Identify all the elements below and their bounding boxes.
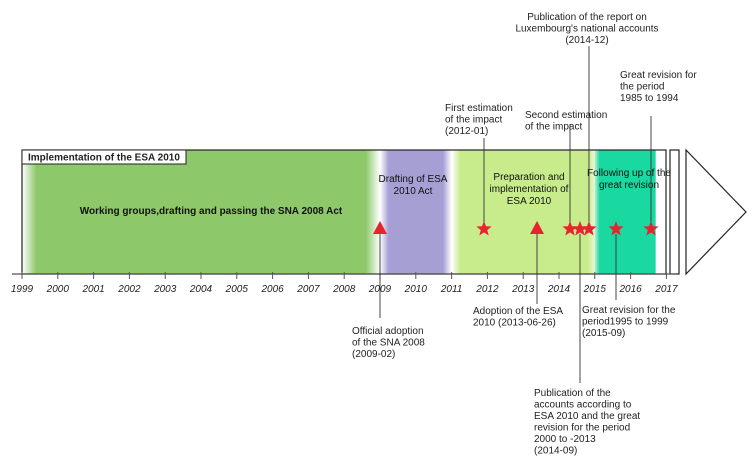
phase-label-preparation: Preparation and implementation of ESA 2010: [490, 172, 569, 207]
phase-label-line: Following up of the: [587, 168, 671, 179]
phase-label-line: Working groups,drafting and passing the …: [80, 206, 343, 217]
annotation-line: Great revision for the: [582, 305, 676, 316]
annotation-first-estimation: First estimation of the impact (2012-01): [445, 103, 513, 137]
diagram-title: Implementation of the ESA 2010: [28, 153, 180, 164]
annotation-line: (2015-09): [582, 328, 625, 339]
title-box: [21, 149, 187, 165]
annotation-great-revision-1985: Great revision for the period 1985 to 1994: [620, 70, 697, 104]
year-label-2016: 2016: [618, 284, 642, 295]
annotation-line: Great revision for: [620, 70, 697, 81]
phase-label-line: Preparation and: [493, 172, 564, 183]
year-label-2000: 2000: [46, 284, 70, 295]
annotation-line: Luxembourg's national accounts: [515, 24, 658, 35]
annotation-line: of the impact: [525, 122, 582, 133]
annotation-line: revision for the period: [534, 423, 630, 434]
annotation-line: (2014-09): [534, 446, 577, 457]
phase-label-line: Drafting of ESA: [379, 174, 448, 185]
marker-luxembourg-report: [581, 221, 597, 236]
annotation-line: the period: [620, 82, 664, 93]
annotation-line: (2009-02): [352, 349, 395, 360]
annotation-line: First estimation: [445, 103, 513, 114]
year-ticks: 1999 2000 2001 2002 2003 2004 2005 2006 2007 2008…: [11, 272, 678, 295]
phase-label-line: ESA 2010: [507, 196, 552, 207]
year-label-2002: 2002: [117, 284, 141, 295]
annotation-line: (2014-12): [565, 35, 608, 46]
phase-band-following-up: [594, 150, 656, 274]
phase-label-line: 2010 Act: [394, 186, 433, 197]
annotation-line: Official adoption: [352, 326, 424, 337]
annotation-line: Second estimation: [525, 110, 607, 121]
phase-band-preparation: [451, 150, 595, 274]
year-label-2015: 2015: [583, 284, 607, 295]
year-label-2001: 2001: [81, 284, 104, 295]
year-label-2017: 2017: [654, 284, 678, 295]
annotation-line: Publication of the report on: [527, 12, 647, 23]
annotation-line: period1995 to 1999: [582, 317, 669, 328]
annotation-line: Adoption of the ESA: [473, 306, 563, 317]
phase-bands: [22, 150, 656, 274]
marker-sna-adoption: [373, 221, 387, 234]
annotation-publication-accounts: Publication of the accounts according to E…: [534, 388, 640, 457]
annotation-official-adoption: Official adoption of the SNA 2008 (2009-02…: [352, 326, 425, 360]
event-markers: [373, 221, 659, 236]
marker-publication-2014-09: [572, 221, 588, 236]
annotation-line: 2010 (2013-06-26): [473, 318, 556, 329]
phase-band-working-groups: [22, 150, 380, 274]
annotation-line: Publication of the: [534, 388, 611, 399]
annotation-line: accounts according to: [534, 400, 632, 411]
phase-band-drafting: [380, 150, 452, 274]
phase-labels: Working groups,drafting and passing the …: [80, 168, 672, 217]
annotation-line: of the SNA 2008: [352, 338, 425, 349]
annotation-adoption-esa: Adoption of the ESA 2010 (2013-06-26): [473, 306, 563, 329]
year-label-2014: 2014: [547, 284, 571, 295]
year-label-2012: 2012: [475, 284, 499, 295]
annotation-line: of the impact: [445, 115, 502, 126]
marker-revision-1995-1999: [608, 221, 624, 236]
annotation-line: ESA 2010 and the great: [534, 411, 640, 422]
annotation-line: (2012-01): [445, 126, 488, 137]
marker-esa-adoption: [530, 221, 544, 234]
year-label-2004: 2004: [189, 284, 213, 295]
phase-label-working-groups: Working groups,drafting and passing the …: [80, 206, 343, 217]
year-label-1999: 1999: [11, 284, 34, 295]
leader-lines: [379, 46, 652, 383]
timeline-arrow: [685, 148, 747, 276]
annotation-publication-luxembourg: Publication of the report on Luxembourg's…: [515, 12, 658, 46]
phase-label-drafting: Drafting of ESA 2010 Act: [379, 174, 448, 197]
marker-revision-1985-1994: [643, 221, 659, 236]
year-label-2006: 2006: [260, 284, 284, 295]
marker-second-estimation: [562, 221, 578, 236]
year-label-2013: 2013: [511, 284, 535, 295]
year-label-2007: 2007: [296, 284, 320, 295]
year-label-2010: 2010: [404, 284, 428, 295]
year-label-2005: 2005: [225, 284, 249, 295]
phase-label-line: implementation of: [490, 184, 569, 195]
timeline-end-bar: [669, 149, 680, 275]
year-label-2011: 2011: [440, 284, 463, 295]
phase-label-following-up: Following up of the great revision: [587, 168, 671, 191]
annotation-second-estimation: Second estimation of the impact: [525, 110, 607, 133]
year-label-2008: 2008: [332, 284, 356, 295]
year-label-2003: 2003: [153, 284, 177, 295]
phase-label-line: great revision: [599, 180, 659, 191]
annotations: Official adoption of the SNA 2008 (2009-02…: [352, 12, 697, 457]
marker-first-estimation: [476, 221, 492, 236]
annotation-line: 1985 to 1994: [620, 93, 679, 104]
annotation-line: 2000 to -2013: [534, 434, 596, 445]
annotation-great-revision-1995: Great revision for the period1995 to 1999…: [582, 305, 676, 339]
